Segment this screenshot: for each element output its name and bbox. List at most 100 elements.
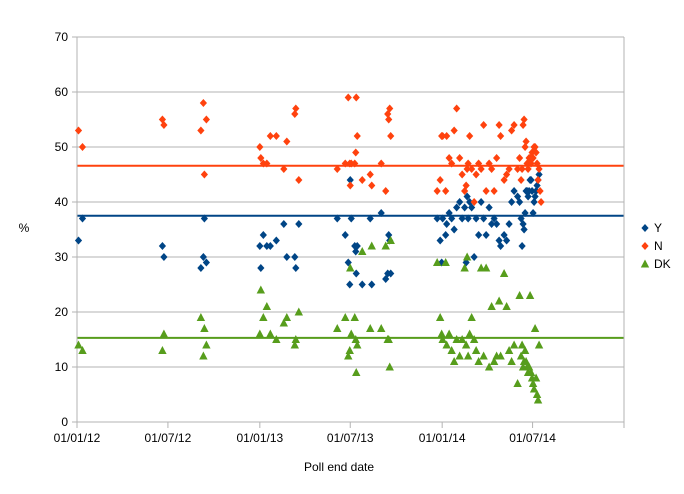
point-dk bbox=[196, 313, 206, 321]
grid-lines bbox=[77, 36, 624, 423]
point-dk bbox=[377, 324, 386, 332]
legend: YN DK bbox=[640, 221, 671, 271]
point-y bbox=[493, 220, 501, 228]
point-n bbox=[74, 126, 83, 135]
point-y bbox=[295, 220, 303, 228]
point-dk bbox=[520, 346, 530, 354]
point-dk bbox=[484, 362, 494, 371]
y-tick-label: 10 bbox=[55, 360, 69, 374]
point-y bbox=[160, 253, 168, 261]
point-y bbox=[387, 269, 395, 278]
point-y bbox=[466, 198, 474, 206]
point-n bbox=[385, 115, 393, 124]
point-n bbox=[490, 187, 498, 195]
point-n bbox=[466, 132, 474, 140]
point-n bbox=[458, 170, 466, 179]
x-tick-label: 01/01/12 bbox=[54, 431, 101, 445]
point-dk bbox=[469, 335, 479, 343]
x-tick-label: 01/01/13 bbox=[236, 431, 283, 445]
point-n bbox=[442, 187, 450, 195]
point-dk bbox=[200, 324, 209, 332]
point-dk bbox=[516, 351, 526, 360]
point-dk bbox=[294, 307, 303, 316]
point-y bbox=[532, 187, 540, 195]
point-n bbox=[519, 121, 527, 129]
point-y bbox=[344, 258, 352, 267]
point-dk bbox=[494, 296, 504, 305]
point-dk bbox=[266, 329, 275, 338]
y-tick-label: 20 bbox=[55, 305, 69, 319]
point-dk bbox=[481, 263, 491, 272]
point-dk bbox=[344, 351, 353, 360]
point-n bbox=[468, 165, 476, 173]
point-n bbox=[351, 159, 359, 168]
point-dk bbox=[159, 329, 169, 338]
point-dk bbox=[507, 357, 516, 365]
point-n bbox=[482, 187, 490, 195]
point-dk bbox=[533, 395, 543, 404]
point-n bbox=[477, 165, 485, 173]
point-y bbox=[202, 258, 210, 267]
x-tick-label: 01/07/14 bbox=[509, 431, 556, 445]
point-n bbox=[257, 154, 265, 162]
x-axis-label: Poll end date bbox=[304, 460, 374, 474]
point-y bbox=[443, 220, 451, 228]
point-n bbox=[517, 176, 525, 184]
point-n bbox=[197, 126, 205, 135]
legend-label-y: Y bbox=[654, 221, 662, 235]
point-y bbox=[280, 220, 288, 228]
point-y bbox=[519, 220, 527, 228]
point-y bbox=[528, 187, 536, 195]
y-tick-label: 70 bbox=[55, 30, 69, 44]
point-dk bbox=[384, 335, 393, 343]
point-dk bbox=[444, 329, 454, 338]
point-y bbox=[461, 203, 469, 212]
point-y bbox=[475, 231, 483, 239]
series-n bbox=[74, 93, 545, 206]
point-n bbox=[333, 165, 341, 173]
point-y bbox=[517, 214, 525, 223]
point-n bbox=[524, 165, 532, 173]
point-y bbox=[453, 203, 461, 212]
point-y bbox=[200, 214, 208, 223]
point-dk bbox=[351, 335, 360, 343]
point-y bbox=[259, 231, 267, 239]
point-n bbox=[377, 159, 385, 168]
point-n bbox=[520, 115, 528, 124]
point-dk bbox=[487, 302, 496, 310]
point-n bbox=[295, 176, 303, 184]
legend-marker-n bbox=[641, 242, 649, 250]
point-n bbox=[439, 132, 447, 140]
point-dk bbox=[455, 351, 464, 360]
point-dk bbox=[499, 269, 509, 277]
point-n bbox=[436, 176, 444, 184]
point-n bbox=[508, 126, 516, 135]
point-y bbox=[497, 242, 505, 250]
point-n bbox=[464, 159, 472, 168]
point-y bbox=[377, 209, 385, 217]
point-dk bbox=[467, 313, 476, 321]
point-y bbox=[341, 231, 349, 239]
point-n bbox=[366, 170, 374, 179]
point-y bbox=[524, 192, 532, 201]
point-n bbox=[344, 93, 352, 102]
y-tick-label: 0 bbox=[61, 415, 68, 429]
point-dk bbox=[525, 291, 535, 299]
point-dk bbox=[479, 351, 488, 360]
point-n bbox=[495, 121, 503, 129]
point-n bbox=[485, 159, 493, 168]
point-dk bbox=[352, 368, 361, 376]
point-n bbox=[358, 176, 366, 184]
point-n bbox=[368, 181, 376, 190]
point-y bbox=[199, 253, 207, 261]
point-y bbox=[346, 280, 354, 289]
point-n bbox=[536, 187, 544, 195]
point-n bbox=[532, 148, 540, 157]
point-dk bbox=[471, 346, 481, 354]
point-n bbox=[160, 121, 168, 129]
point-y bbox=[448, 214, 456, 223]
point-y bbox=[521, 209, 529, 217]
point-dk bbox=[366, 324, 375, 332]
point-y bbox=[505, 220, 513, 228]
legend-marker-y bbox=[641, 224, 649, 232]
